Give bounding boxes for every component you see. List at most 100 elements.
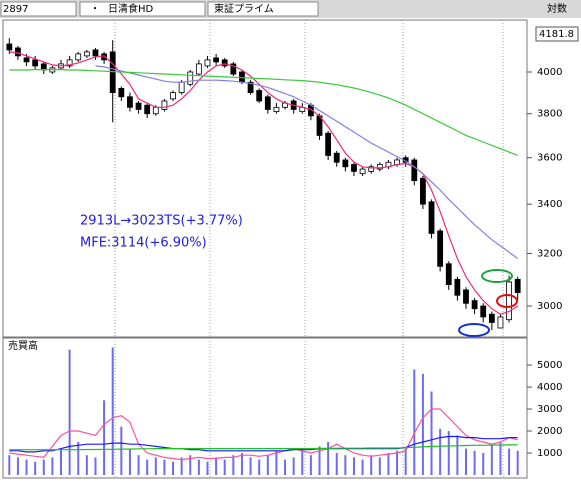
volume-bar xyxy=(284,459,287,475)
price-label-box xyxy=(535,26,579,42)
volume-bar xyxy=(146,459,149,475)
candle-body xyxy=(351,164,357,172)
candle-body xyxy=(437,230,444,267)
candle-body xyxy=(428,201,435,234)
volume-bar xyxy=(163,459,166,475)
volume-bar xyxy=(482,453,485,475)
candle-body xyxy=(127,96,133,108)
candle-body xyxy=(445,263,452,286)
volume-bar xyxy=(128,448,131,475)
volume-bar xyxy=(516,450,519,475)
volume-bar xyxy=(447,431,450,475)
candle-body xyxy=(66,59,73,67)
volume-bar xyxy=(456,435,459,475)
volume-bar xyxy=(421,373,424,475)
volume-bar xyxy=(508,448,511,475)
candle-body xyxy=(411,159,418,182)
candle-body xyxy=(23,57,30,63)
volume-bar xyxy=(180,457,183,475)
candle-body xyxy=(83,51,90,57)
candle-body xyxy=(101,53,107,61)
y-tick-label: 3000 xyxy=(537,301,562,312)
volume-bar xyxy=(309,455,312,475)
volume-bar xyxy=(111,347,114,475)
volume-bar xyxy=(42,459,45,475)
name-box xyxy=(79,1,206,17)
candle-body xyxy=(264,96,271,110)
volume-bar xyxy=(34,461,37,475)
candle-body xyxy=(342,159,349,168)
candle-body xyxy=(204,59,211,67)
stock-code: 2897 xyxy=(3,4,28,15)
y-tick-label: 1000 xyxy=(537,448,562,459)
volume-bar xyxy=(318,446,321,475)
candle-body xyxy=(230,63,237,75)
volume-bar xyxy=(189,455,192,475)
separator: ・ xyxy=(90,4,100,15)
y-tick-label: 2000 xyxy=(537,426,562,437)
candle-body xyxy=(463,289,469,304)
volume-bar xyxy=(430,391,433,475)
volume-bar xyxy=(249,457,252,475)
candle-body xyxy=(92,49,99,57)
candle-body xyxy=(368,166,375,172)
volume-bar xyxy=(197,459,200,475)
candle-body xyxy=(497,316,504,329)
candle-body xyxy=(247,81,254,93)
candle-body xyxy=(213,57,220,63)
y-tick-label: 4000 xyxy=(537,67,562,78)
volume-bar xyxy=(68,349,71,475)
volume-bar xyxy=(301,448,304,475)
y-tick-label: 3800 xyxy=(537,109,562,120)
candle-body xyxy=(454,278,461,296)
candle-body xyxy=(152,106,159,115)
candle-body xyxy=(118,88,125,98)
candle-body xyxy=(221,59,228,67)
annotation: MFE:3114(+6.90%) xyxy=(80,236,207,251)
volume-bar xyxy=(387,453,390,475)
volume-bar xyxy=(275,450,278,475)
volume-bar xyxy=(60,448,63,475)
candle-body xyxy=(273,106,280,112)
candle-body xyxy=(135,102,142,110)
y-tick-label: 3200 xyxy=(537,249,562,260)
volume-bar xyxy=(215,457,218,475)
market: 東証プライム xyxy=(214,2,274,15)
mfe-marker xyxy=(481,269,513,283)
volume-bar xyxy=(103,400,106,475)
candle-body xyxy=(256,90,263,102)
candle-body xyxy=(170,92,176,100)
candle-body xyxy=(471,300,478,310)
volume-bar xyxy=(51,457,54,475)
volume-bar xyxy=(16,457,19,475)
stock-name: 日清食HD xyxy=(108,2,154,15)
period-dividers xyxy=(114,20,504,478)
volume-bar xyxy=(85,455,88,475)
candle-body xyxy=(514,278,521,293)
volume-bar xyxy=(94,457,97,475)
moving-average xyxy=(95,65,519,260)
volume-bar xyxy=(464,448,467,475)
volume-bar xyxy=(335,453,338,475)
moving-average xyxy=(9,444,518,451)
candle-body xyxy=(325,132,332,156)
volume-bar xyxy=(154,457,157,475)
volume-bar xyxy=(172,461,175,475)
volume-bar xyxy=(370,455,373,475)
moving-average xyxy=(9,435,518,453)
y-tick-label: 3000 xyxy=(537,404,562,415)
volume-bar xyxy=(327,442,330,475)
volume-bar xyxy=(8,455,11,475)
candle-body xyxy=(15,47,21,57)
scale-mode[interactable]: 対数 xyxy=(547,2,567,15)
y-tick-label: 3600 xyxy=(537,153,562,164)
volume-bar xyxy=(240,453,243,475)
volume-bar xyxy=(25,459,28,475)
price-label: 4181.8 xyxy=(539,29,574,40)
volume-frame xyxy=(2,337,528,479)
volume-bar xyxy=(120,426,123,475)
volume-bar xyxy=(473,450,476,475)
volume-bar xyxy=(490,444,493,475)
